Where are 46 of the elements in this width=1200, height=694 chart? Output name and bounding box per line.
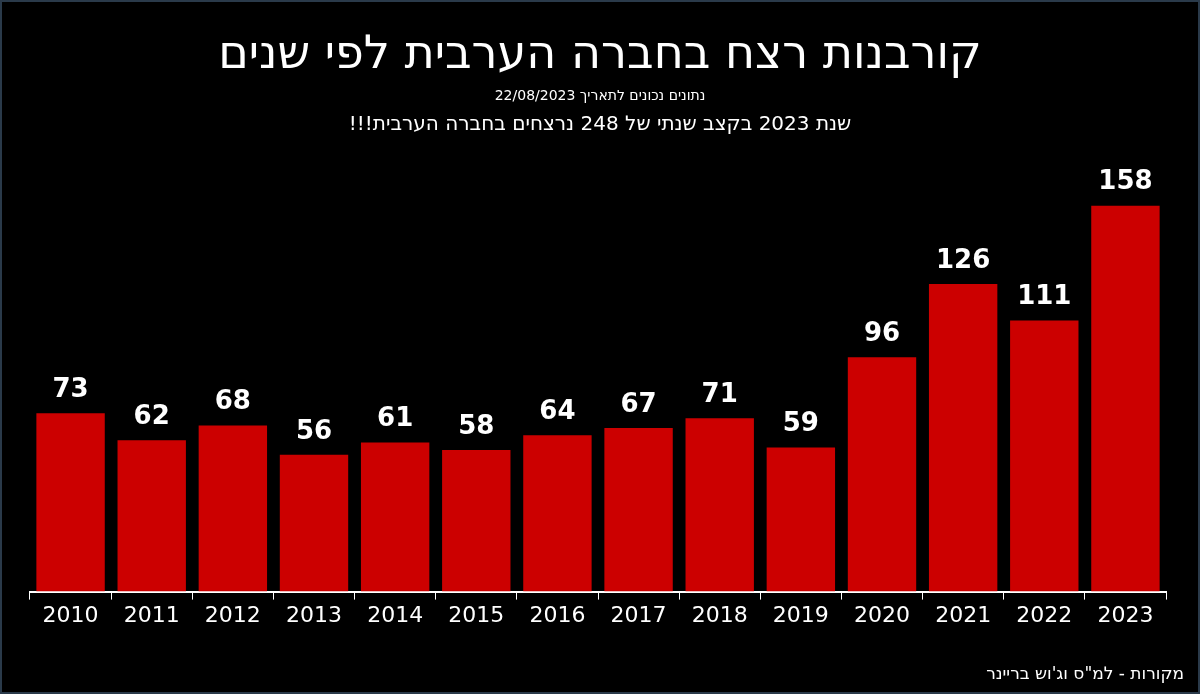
x-tick-label: 2022: [1016, 601, 1073, 627]
bar: [766, 447, 836, 592]
x-tick-label: 2014: [367, 601, 424, 627]
data-label: 71: [701, 377, 738, 408]
bar: [928, 283, 998, 592]
data-label: 56: [295, 414, 333, 445]
data-label: 96: [863, 316, 901, 347]
x-tick-label: 2015: [448, 601, 505, 627]
bar: [1091, 205, 1160, 592]
text: מקורות - למ"ס וג'וש בריינר: [986, 662, 1184, 684]
data-label: 73: [52, 373, 89, 404]
x-tick-label: 2023: [1097, 601, 1154, 627]
bar: [117, 440, 186, 592]
x-tick-label: 2012: [204, 601, 261, 627]
x-tick-label: 2017: [610, 601, 667, 627]
data-label: 111: [1017, 280, 1072, 311]
bar: [685, 418, 754, 592]
x-tick-label: 2019: [772, 601, 829, 627]
data-label: 158: [1098, 165, 1153, 196]
data-label: 64: [539, 395, 576, 426]
text: שנת 2023 בקצב שנתי של 248 נרצחים בחברה הערבית!!!: [347, 110, 853, 136]
data-label: 68: [214, 385, 251, 416]
bar: [36, 413, 105, 592]
bar: [847, 357, 917, 592]
x-tick-label: 2010: [42, 601, 99, 627]
bar: [442, 449, 511, 592]
bar: [604, 427, 673, 592]
bar: [523, 435, 592, 592]
x-tick-label: 2021: [935, 601, 992, 627]
data-label: 126: [936, 243, 991, 274]
x-tick-label: 2020: [854, 601, 910, 627]
data-label: 58: [458, 409, 495, 440]
x-tick-label: 2011: [123, 601, 180, 627]
data-label: 62: [133, 399, 170, 430]
bar: [1010, 320, 1079, 592]
x-tick-label: 2018: [691, 601, 748, 627]
bar: [198, 425, 268, 592]
chart-title: קורבנות רצח בחברה הערבית לפי שנים: [217, 24, 983, 80]
bar: [360, 442, 430, 592]
data-label: 59: [782, 407, 819, 438]
data-label: 61: [377, 402, 414, 433]
chart-subtitle: נתונים נכונים לתאריך 22/08/2023: [493, 86, 707, 104]
bar: [279, 454, 349, 592]
x-tick-label: 2013: [286, 601, 342, 627]
x-tick-label: 2016: [529, 601, 586, 627]
data-label: 67: [620, 387, 657, 418]
